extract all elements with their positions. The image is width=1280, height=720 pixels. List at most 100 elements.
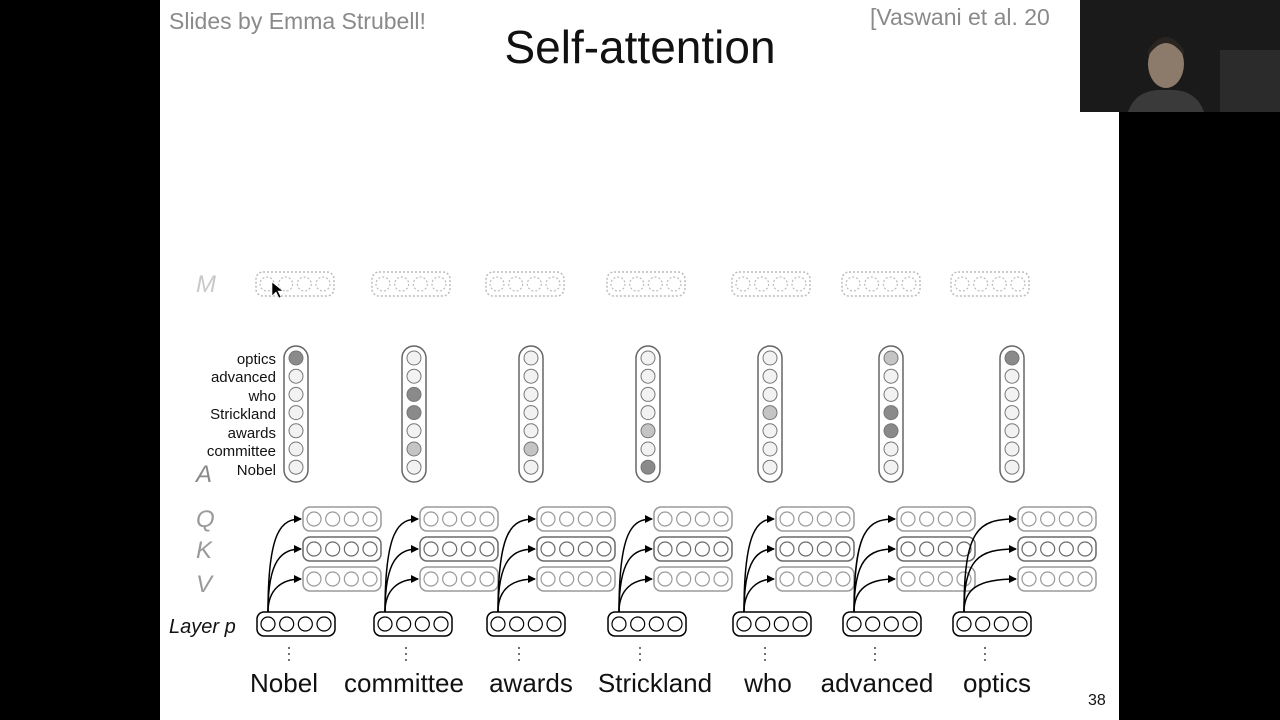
slide-title: Self-attention xyxy=(504,21,776,73)
word-label: Nobel xyxy=(250,668,318,698)
vector-box xyxy=(653,506,733,532)
arrow-to-value xyxy=(384,575,419,613)
arrow-to-query xyxy=(497,515,536,613)
vector-box xyxy=(842,611,922,637)
vector-unit xyxy=(956,541,972,557)
attention-row-label: committee xyxy=(207,443,276,460)
vector-box xyxy=(485,271,565,297)
vector-unit xyxy=(423,511,439,527)
vector-unit xyxy=(779,541,795,557)
vector-unit xyxy=(676,571,692,587)
attention-weight-light xyxy=(523,423,539,439)
attention-weight-light xyxy=(640,405,656,421)
vector-unit xyxy=(1058,511,1074,527)
presenter-icon xyxy=(1080,0,1280,112)
ellipsis-dot xyxy=(639,659,641,661)
attention-weight-dark xyxy=(1004,350,1020,366)
word-label: optics xyxy=(963,668,1031,698)
slide-credit: Slides by Emma Strubell! xyxy=(169,8,426,34)
vector-unit xyxy=(816,541,832,557)
layer-vector xyxy=(842,611,922,637)
attention-weight-light xyxy=(1004,368,1020,384)
vector-unit xyxy=(377,616,393,632)
attention-weight-medium xyxy=(883,350,899,366)
vector-unit xyxy=(546,616,562,632)
arrow-to-query xyxy=(384,515,419,613)
vector-unit xyxy=(527,616,543,632)
arrow-to-value xyxy=(963,575,1017,613)
vector-unit xyxy=(509,616,525,632)
ellipsis-dot xyxy=(874,659,876,661)
query-vector xyxy=(419,506,499,532)
vector-box xyxy=(732,611,812,637)
vector-unit xyxy=(937,571,953,587)
attention-weight-light xyxy=(1004,459,1020,475)
vector-unit xyxy=(1077,541,1093,557)
vector-unit xyxy=(315,276,331,292)
attention-weight-light xyxy=(883,368,899,384)
vector-unit xyxy=(306,571,322,587)
vector-unit xyxy=(694,571,710,587)
vector-unit xyxy=(431,276,447,292)
page-number: 38 xyxy=(1088,692,1106,709)
vector-unit xyxy=(545,276,561,292)
vector-unit xyxy=(900,511,916,527)
vector-unit xyxy=(362,541,378,557)
vector-box xyxy=(896,536,976,562)
vector-unit xyxy=(433,616,449,632)
attention-weight-light xyxy=(1004,386,1020,402)
vector-box xyxy=(486,611,566,637)
vector-box xyxy=(1017,536,1097,562)
word-label: awards xyxy=(489,668,573,698)
vector-unit xyxy=(559,511,575,527)
vector-unit xyxy=(325,511,341,527)
vector-unit xyxy=(306,511,322,527)
layer-vector xyxy=(486,611,566,637)
vector-box xyxy=(302,506,382,532)
attention-weight-dark xyxy=(288,350,304,366)
vector-box xyxy=(536,536,616,562)
ellipsis-dot xyxy=(288,653,290,655)
attention-row-label: Strickland xyxy=(210,406,276,423)
vector-unit xyxy=(325,541,341,557)
vector-box xyxy=(775,536,855,562)
vector-unit xyxy=(1040,511,1056,527)
layer-vector xyxy=(373,611,453,637)
value-vector xyxy=(1017,566,1097,592)
vector-unit xyxy=(362,571,378,587)
arrow-to-query xyxy=(853,515,896,613)
ellipsis-dot xyxy=(288,659,290,661)
vector-unit xyxy=(973,276,989,292)
query-vector xyxy=(775,506,855,532)
vector-box xyxy=(1017,506,1097,532)
citation: [Vaswani et al. 20 xyxy=(870,4,1050,30)
vector-unit xyxy=(657,511,673,527)
vector-unit xyxy=(772,276,788,292)
key-vector xyxy=(1017,536,1097,562)
key-vector xyxy=(536,536,616,562)
vector-unit xyxy=(792,616,808,632)
memory-vector xyxy=(950,271,1030,297)
vector-box xyxy=(536,506,616,532)
vector-unit xyxy=(694,541,710,557)
ellipsis-dot xyxy=(639,647,641,649)
vector-unit xyxy=(414,616,430,632)
vector-unit xyxy=(559,541,575,557)
vector-box xyxy=(731,271,811,297)
query-vector xyxy=(896,506,976,532)
layer-vector xyxy=(952,611,1032,637)
vector-unit xyxy=(577,571,593,587)
vector-unit xyxy=(1058,541,1074,557)
vector-unit xyxy=(773,616,789,632)
arrow-to-key xyxy=(963,545,1017,613)
attention-weight-light xyxy=(288,423,304,439)
vector-unit xyxy=(442,511,458,527)
value-vector xyxy=(536,566,616,592)
attention-weight-dark xyxy=(640,459,656,475)
cursor-icon xyxy=(271,281,284,299)
vector-box xyxy=(536,566,616,592)
vector-unit xyxy=(629,276,645,292)
key-vector xyxy=(302,536,382,562)
layer-vector xyxy=(607,611,687,637)
attention-weight-light xyxy=(762,350,778,366)
